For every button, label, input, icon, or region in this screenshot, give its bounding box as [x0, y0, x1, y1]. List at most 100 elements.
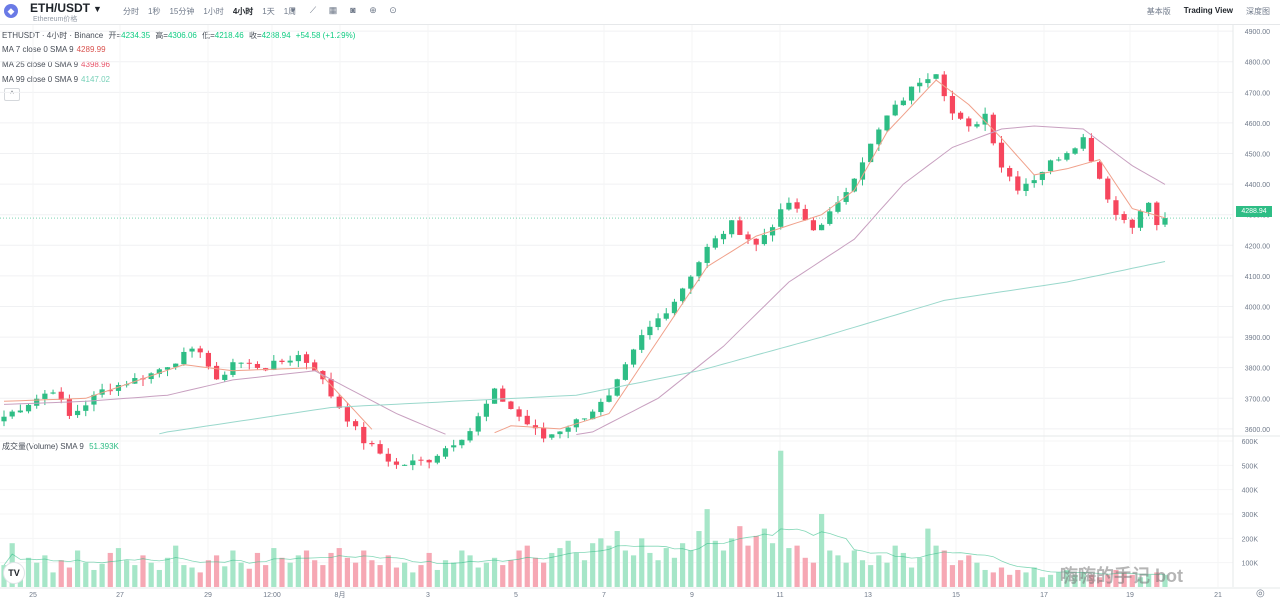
y-tick-label: 3700.00 — [1245, 396, 1270, 403]
dropdown-caret-icon[interactable]: ▾ — [290, 5, 296, 15]
volume-bar — [982, 569, 988, 587]
camera-icon[interactable]: ◙ — [350, 5, 356, 15]
volume-bar — [132, 565, 138, 587]
candle-body — [835, 202, 841, 212]
candle-body — [974, 124, 980, 127]
volume-bar — [83, 562, 89, 587]
candle-body — [263, 368, 269, 371]
candle-body — [900, 100, 906, 106]
view-tab-0[interactable]: 基本版 — [1146, 7, 1171, 16]
volume-bar — [328, 552, 334, 587]
volume-bar — [263, 565, 269, 587]
interval-tab-6[interactable]: 1周 — [283, 7, 297, 16]
volume-bar — [835, 555, 841, 587]
volume-bar — [303, 550, 310, 587]
interval-tab-0[interactable]: 分时 — [123, 7, 139, 16]
candle-body — [704, 246, 710, 263]
volume-bar — [205, 560, 212, 587]
volume-bar — [720, 550, 727, 587]
settings-circle-icon[interactable]: ⊙ — [389, 5, 397, 15]
volume-bar — [622, 550, 628, 587]
interval-tab-3[interactable]: 1小时 — [203, 7, 224, 16]
candle-body — [156, 369, 162, 374]
ma99-line — [159, 261, 1166, 435]
candle-body — [197, 348, 203, 353]
view-tab-1[interactable]: Trading View — [1183, 6, 1233, 15]
candle-body — [1105, 178, 1111, 200]
candle-body — [557, 431, 563, 435]
volume-bar — [516, 550, 522, 587]
volume-bar — [115, 548, 122, 587]
candle-body — [393, 461, 400, 465]
axis-settings-icon[interactable]: ◎ — [1256, 588, 1265, 599]
x-tick-label: 12:00 — [263, 592, 281, 599]
candle-body — [598, 401, 604, 413]
candle-body — [148, 373, 154, 380]
volume-bar — [663, 548, 669, 587]
candle-body — [1137, 211, 1144, 228]
volume-bar — [91, 569, 97, 587]
volume-bar — [1031, 567, 1037, 587]
candle-body — [58, 391, 64, 400]
volume-bar — [66, 567, 73, 587]
tradingview-logo-icon: TV — [3, 562, 25, 584]
collapse-legend-button[interactable]: ^ — [4, 88, 20, 101]
x-tick-label: 15 — [952, 592, 960, 599]
volume-bar — [802, 557, 808, 587]
candle-body — [385, 453, 391, 462]
volume-bar — [565, 540, 571, 587]
volume-bar — [957, 560, 964, 587]
candle-body — [25, 404, 32, 412]
candle-body — [647, 326, 653, 336]
candle-body — [320, 370, 326, 380]
candle-body — [1146, 202, 1152, 212]
x-tick-label: 5 — [514, 592, 518, 599]
interval-tab-4[interactable]: 4小时 — [232, 7, 254, 16]
candle-body — [83, 405, 89, 411]
candle-body — [639, 335, 645, 350]
interval-tab-5[interactable]: 1天 — [262, 7, 275, 16]
candle-body — [426, 459, 432, 463]
view-tab-2[interactable]: 深度图 — [1246, 7, 1270, 16]
close-value: 4288.94 — [261, 31, 291, 40]
high-value: 4306.06 — [167, 31, 197, 40]
candle-body — [769, 227, 776, 236]
x-tick-label: 25 — [29, 592, 37, 599]
volume-bar — [737, 526, 743, 587]
volume-bar — [819, 514, 825, 587]
candle-body — [655, 318, 661, 328]
volume-bar — [459, 550, 465, 587]
indicator-icon[interactable]: ⟋ — [309, 5, 317, 15]
candle-body — [1072, 148, 1078, 154]
volume-bar — [99, 563, 105, 587]
symbol-selector[interactable]: ETH/USDT ▼ — [30, 1, 102, 15]
candle-body — [573, 419, 579, 428]
watermark: 嗨嗨的手记 bot — [1060, 566, 1183, 586]
ma7-line — [3, 79, 1166, 434]
interval-tab-1[interactable]: 1秒 — [148, 7, 161, 16]
volume-bar — [794, 545, 800, 587]
volume-bar — [50, 572, 56, 587]
plus-circle-icon[interactable]: ⊕ — [369, 5, 377, 15]
candle-body — [729, 220, 735, 235]
candle-body — [1096, 162, 1103, 179]
volume-bar — [1007, 574, 1013, 587]
candle-body — [1154, 202, 1160, 226]
open-value: 4234.35 — [121, 31, 151, 40]
view-tabs: 基本版 Trading View 深度图 — [1134, 6, 1270, 17]
volume-tick-label: 200K — [1242, 536, 1259, 543]
candle-body — [434, 455, 440, 463]
candle-body — [410, 460, 416, 466]
interval-tab-2[interactable]: 15分钟 — [169, 7, 195, 16]
volume-bar — [230, 550, 236, 587]
candle-body — [786, 202, 792, 210]
volume-bar — [876, 555, 882, 587]
volume-tick-label: 500K — [1242, 463, 1259, 470]
volume-bar — [524, 545, 530, 587]
candle-body — [271, 360, 277, 370]
candle-body — [361, 426, 367, 444]
change-value: +54.58 (+1.29%) — [295, 31, 356, 40]
layout-icon[interactable]: ▦ — [328, 5, 338, 15]
volume-bar — [467, 555, 473, 587]
